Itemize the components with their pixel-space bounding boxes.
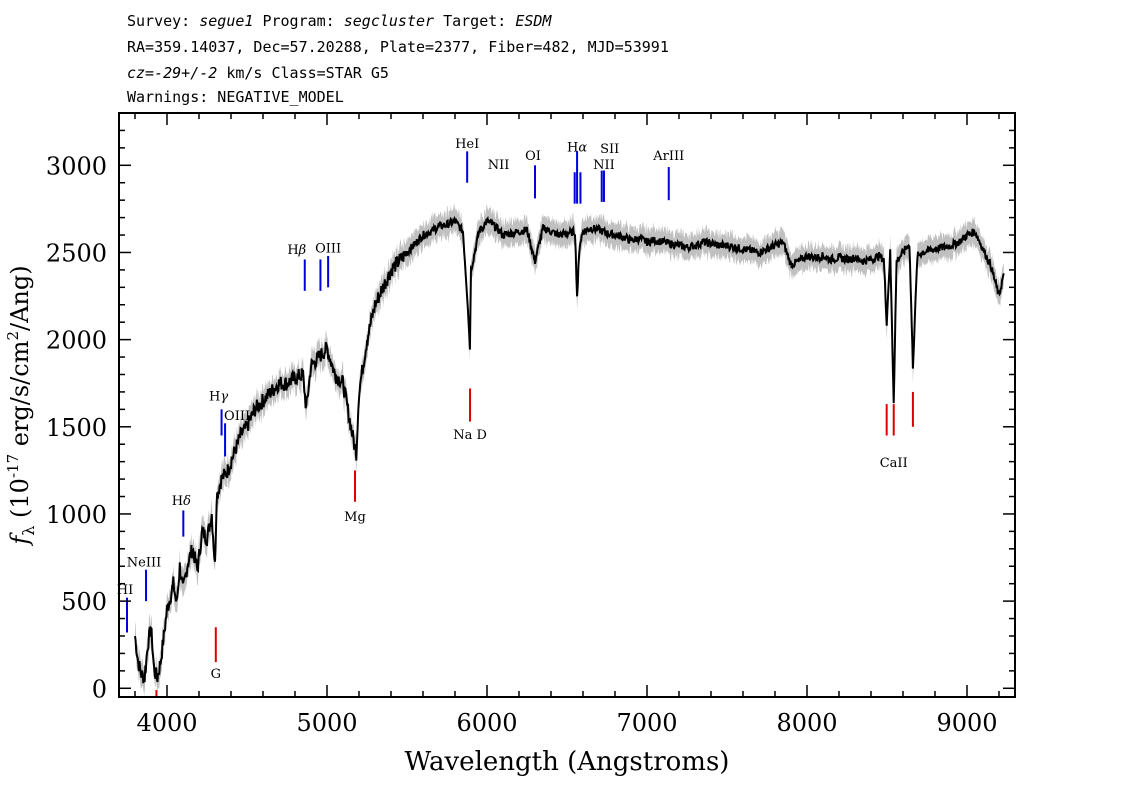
y-tick-label: 3000	[46, 152, 107, 180]
flux-series-line	[134, 215, 1005, 684]
emission-line-label: Hβ	[287, 243, 306, 258]
emission-line-label: Hδ	[172, 494, 191, 509]
flux-error-band	[135, 203, 1004, 697]
x-tick-label: 9000	[936, 709, 997, 737]
spectrum-header-line-1: Survey: segue1 Program: segcluster Targe…	[127, 10, 551, 32]
x-tick-label: 5000	[296, 709, 357, 737]
absorption-line-label: Na D	[453, 428, 487, 443]
target-label: Target:	[443, 12, 507, 30]
spectrum-header-line-2: RA=359.14037, Dec=57.20288, Plate=2377, …	[127, 38, 669, 56]
redshift-value: cz=-29+/-2	[127, 64, 218, 82]
spectrum-header-line-3: cz=-29+/-2 km/s Class=STAR G5	[127, 62, 389, 84]
absorption-line-label: CaII	[880, 456, 908, 471]
emission-line-label: ArIII	[652, 149, 684, 164]
y-tick-label: 500	[61, 588, 107, 616]
y-tick-label: 0	[92, 675, 107, 703]
emission-line-label: NeIII	[127, 555, 161, 570]
emission-line-label: OIII	[224, 409, 250, 424]
survey-label: Survey:	[127, 12, 191, 30]
target-value: ESDM	[515, 12, 552, 30]
x-tick-label: 4000	[136, 709, 197, 737]
absorption-line-label: Mg	[344, 510, 366, 525]
emission-line-label: OIII	[315, 241, 341, 256]
emission-line-label: SII	[600, 142, 619, 157]
y-tick-label: 1500	[46, 414, 107, 442]
program-value: segcluster	[343, 12, 435, 30]
y-tick-label: 2500	[46, 239, 107, 267]
absorption-line-label: G	[211, 667, 221, 682]
x-tick-label: 6000	[456, 709, 517, 737]
emission-line-label: NII	[593, 158, 615, 173]
y-tick-label: 1000	[46, 501, 107, 529]
survey-value: segue1	[199, 12, 254, 30]
program-label: Program:	[262, 12, 335, 30]
emission-line-label: HI	[117, 583, 133, 598]
y-axis-label: fλ (10-17 erg/s/cm2/Ang)	[4, 265, 38, 546]
redshift-units: km/s Class=STAR G5	[226, 64, 389, 82]
y-tick-label: 2000	[46, 327, 107, 355]
x-tick-label: 7000	[616, 709, 677, 737]
emission-line-label: HeI	[455, 137, 479, 152]
emission-line-label: OI	[525, 149, 541, 164]
emission-line-label: NII	[488, 158, 510, 173]
emission-line-label: Hγ	[209, 390, 228, 405]
x-tick-label: 8000	[776, 709, 837, 737]
plot-frame	[118, 112, 1016, 698]
x-axis-label: Wavelength (Angstroms)	[405, 747, 730, 777]
emission-line-label: Hα	[567, 140, 587, 155]
spectrum-header-line-4: Warnings: NEGATIVE_MODEL	[127, 88, 344, 106]
